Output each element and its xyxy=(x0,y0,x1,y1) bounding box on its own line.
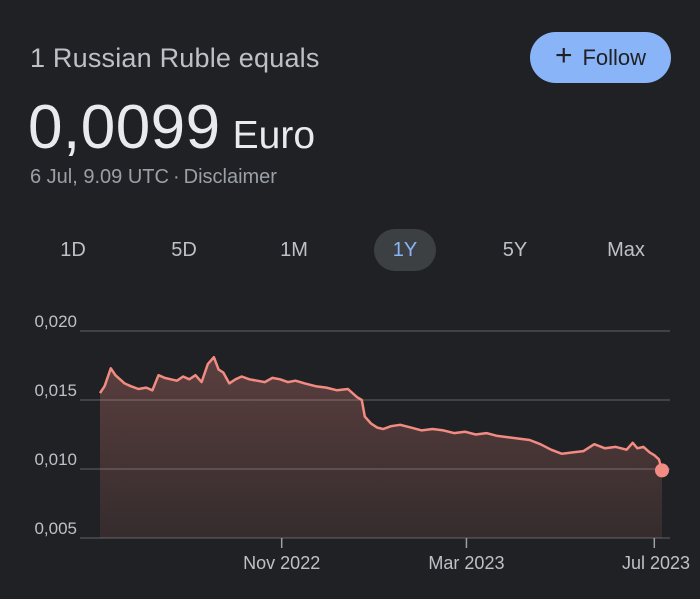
tab-5d[interactable]: 5D xyxy=(171,238,197,261)
plus-icon: + xyxy=(554,39,573,72)
disclaimer-link[interactable]: Disclaimer xyxy=(183,166,277,188)
series-end-point xyxy=(655,463,669,478)
y-tick-label: 0,015 xyxy=(34,381,77,400)
rate-currency: Euro xyxy=(232,114,316,157)
tab-max[interactable]: Max xyxy=(607,238,645,261)
x-tick-label: Jul 2023 xyxy=(622,553,690,573)
x-axis-ticks: Nov 2022 Mar 2023 Jul 2023 xyxy=(243,538,690,573)
price-chart[interactable]: 0,020 0,015 0,010 0,005 Nov 2022 Mar 2023 Jul… xyxy=(0,300,700,599)
follow-button-label: Follow xyxy=(582,44,647,70)
conversion-subtitle: 1 Russian Ruble equals xyxy=(30,43,320,73)
separator-dot: · xyxy=(172,166,180,188)
follow-button[interactable]: + Follow xyxy=(530,32,671,83)
tab-1d[interactable]: 1D xyxy=(60,238,86,261)
exchange-rate: 0,0099 Euro xyxy=(28,92,315,163)
tab-1m[interactable]: 1M xyxy=(280,238,308,261)
x-tick-label: Mar 2023 xyxy=(428,553,504,573)
tab-5y[interactable]: 5Y xyxy=(502,238,528,261)
y-tick-label: 0,010 xyxy=(34,450,77,469)
y-tick-label: 0,020 xyxy=(34,312,77,331)
series-line xyxy=(98,355,664,471)
tab-1y[interactable]: 1Y xyxy=(374,229,436,271)
y-axis-labels: 0,020 0,015 0,010 0,005 xyxy=(34,312,77,538)
rate-timestamp: 6 Jul, 9.09 UTC xyxy=(30,166,169,188)
rate-timestamp-line: 6 Jul, 9.09 UTC · Disclaimer xyxy=(30,166,277,189)
x-tick-label: Nov 2022 xyxy=(243,553,320,573)
time-range-tabs: 1D 5D 1M 1Y 5Y Max xyxy=(0,229,700,271)
y-tick-label: 0,005 xyxy=(34,519,77,538)
rate-value: 0,0099 xyxy=(28,93,221,162)
series-area xyxy=(100,357,662,538)
